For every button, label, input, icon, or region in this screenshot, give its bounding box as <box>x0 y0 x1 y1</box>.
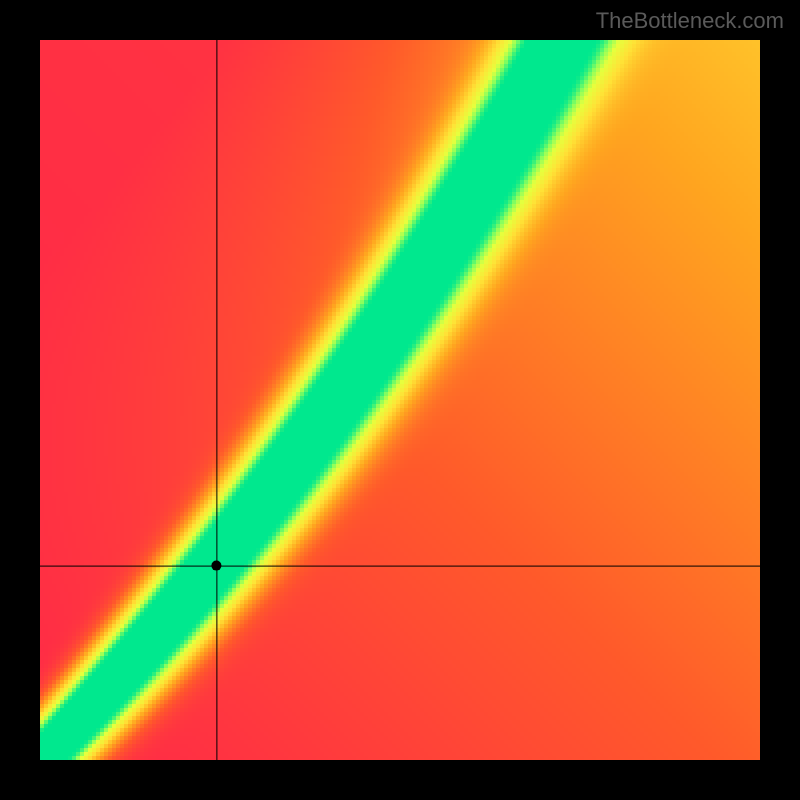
heatmap-plot-area <box>40 40 760 760</box>
watermark-text: TheBottleneck.com <box>596 8 784 34</box>
crosshair-overlay <box>40 40 760 760</box>
